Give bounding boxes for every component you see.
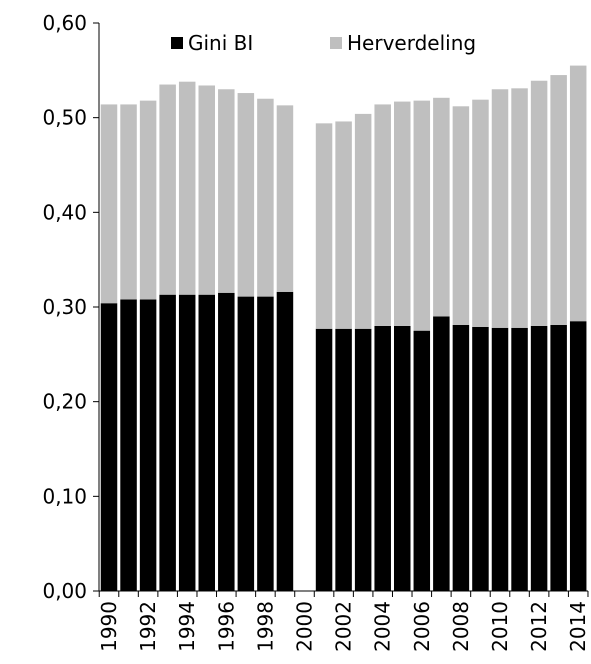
bar-herverdeling [530, 80, 548, 326]
bar-gini-bi [550, 324, 567, 591]
bar-herverdeling [354, 113, 372, 329]
x-axis: 1990 1992 1994 1996 1998 2000 2002 2004 2006 2008… [97, 590, 590, 652]
x-tick-label: 2006 [410, 601, 434, 652]
bar-herverdeling [139, 100, 157, 300]
bar-herverdeling [178, 81, 196, 295]
legend-swatch-gini-bi [171, 37, 183, 49]
x-tick-label: 1998 [253, 601, 277, 652]
bar-herverdeling [276, 105, 294, 292]
y-tick-label: 0,20 [42, 390, 87, 414]
bar-gini-bi [491, 327, 509, 591]
bar-gini-bi [413, 330, 431, 591]
bar-herverdeling [491, 89, 509, 328]
bar-herverdeling [218, 89, 235, 293]
bar-gini-bi [433, 316, 450, 591]
x-tick-label: 2004 [371, 601, 395, 652]
bar-herverdeling [569, 65, 587, 322]
bar-gini-bi [530, 325, 548, 591]
legend-label-gini-bi: Gini BI [188, 31, 253, 55]
bar-herverdeling [394, 101, 411, 326]
y-tick-label: 0,50 [42, 106, 87, 130]
x-tick-label: 1990 [97, 601, 121, 652]
x-tick-label: 2012 [527, 601, 551, 652]
bar-gini-bi [315, 328, 333, 591]
y-tick-label: 0,40 [42, 200, 87, 224]
bar-herverdeling [120, 104, 137, 300]
bar-herverdeling [511, 88, 528, 328]
bar-herverdeling [335, 121, 352, 329]
x-tick-label: 2000 [293, 601, 317, 652]
bar-gini-bi [354, 328, 372, 591]
bar-gini-bi [569, 321, 587, 591]
y-tick-label: 0,10 [42, 484, 87, 508]
bars [100, 65, 587, 591]
bar-gini-bi [472, 326, 489, 591]
bar-gini-bi [374, 325, 391, 591]
bar-herverdeling [472, 99, 489, 327]
x-tick-label: 2014 [566, 601, 590, 652]
bar-herverdeling [433, 97, 450, 317]
legend-label-herverdeling: Herverdeling [347, 31, 476, 55]
x-tick-label: 2010 [488, 601, 512, 652]
bar-herverdeling [198, 85, 215, 295]
bar-herverdeling [374, 104, 391, 326]
bar-gini-bi [452, 324, 470, 591]
bar-herverdeling [315, 123, 333, 329]
bar-gini-bi [100, 303, 118, 591]
bar-gini-bi [139, 299, 157, 591]
bar-herverdeling [159, 84, 176, 295]
bar-gini-bi [159, 294, 176, 591]
bar-herverdeling [413, 100, 431, 331]
bar-gini-bi [237, 296, 255, 591]
bar-gini-bi [276, 291, 294, 591]
x-tick-label: 2002 [332, 601, 356, 652]
bar-gini-bi [178, 294, 196, 591]
legend-swatch-herverdeling [330, 37, 342, 49]
y-tick-label: 0,30 [42, 295, 87, 319]
bar-herverdeling [550, 75, 567, 325]
bar-herverdeling [452, 106, 470, 325]
bar-gini-bi [335, 328, 352, 591]
bar-gini-bi [120, 299, 137, 591]
y-tick-label: 0,00 [42, 579, 87, 603]
x-tick-label: 1992 [136, 601, 160, 652]
x-tick-label: 2008 [449, 601, 473, 652]
bar-gini-bi [511, 327, 528, 591]
bar-gini-bi [218, 292, 235, 591]
bar-gini-bi [198, 294, 215, 591]
bar-herverdeling [100, 104, 118, 304]
bar-gini-bi [394, 325, 411, 591]
bar-herverdeling [237, 93, 255, 297]
bar-gini-bi [257, 296, 274, 591]
legend: Gini BI Herverdeling [171, 31, 476, 55]
y-tick-label: 0,60 [42, 11, 87, 35]
bar-herverdeling [257, 98, 274, 297]
y-axis: 0,00 0,10 0,20 0,30 0,40 0,50 0,60 [42, 11, 100, 603]
x-tick-label: 1996 [214, 601, 238, 652]
x-tick-label: 1994 [175, 601, 199, 652]
